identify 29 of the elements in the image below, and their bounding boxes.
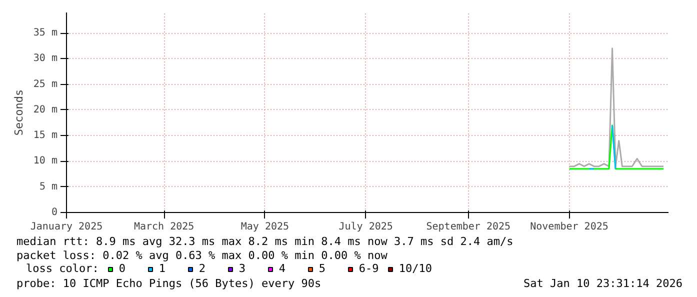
line-series xyxy=(568,48,664,168)
x-tick-label: March 2025 xyxy=(134,222,194,232)
y-tick-label: 20 m xyxy=(33,104,58,116)
y-tick-label: 30 m xyxy=(33,53,58,64)
text: packet loss: 0.02 % avg 0.63 % max 0.00 % min 0.00 % now xyxy=(16,249,388,262)
legend-label: 10/10 xyxy=(398,262,432,275)
text: probe: 10 ICMP Echo Pings (56 Bytes) every 90s xyxy=(16,277,322,290)
y-tick-label: 10 m xyxy=(33,156,58,167)
x-tick-label: September 2025 xyxy=(426,222,511,232)
y-tick-label: 0 xyxy=(51,207,58,218)
text: Sat Jan 10 23:31:14 2026 xyxy=(524,277,683,290)
y-tick-label: 5 m xyxy=(39,181,58,192)
legend-label: 2 xyxy=(198,262,206,275)
x-tick-label: November 2025 xyxy=(530,222,608,232)
y-tick-label: 15 m xyxy=(33,130,58,142)
legend-title: loss color: xyxy=(26,262,99,275)
legend-label: 5 xyxy=(318,262,326,275)
legend-label: 0 xyxy=(118,262,126,275)
legend-label: 3 xyxy=(238,262,246,275)
y-tick-label: 35 m xyxy=(33,28,58,39)
legend-label: 4 xyxy=(278,262,286,275)
x-tick-label: January 2025 xyxy=(30,222,103,232)
y-axis-title: Seconds xyxy=(12,89,26,136)
legend-label: 1 xyxy=(158,262,166,275)
x-tick-label: July 2025 xyxy=(338,222,393,232)
x-tick-label: May 2025 xyxy=(240,222,290,232)
legend-label: 6-9 xyxy=(358,262,379,275)
text: median rtt: 8.9 ms avg 32.3 ms max 8.2 ms min 8.4 ms now 3.7 ms sd 2.4 am/s xyxy=(16,235,514,248)
y-tick-label: 25 m xyxy=(33,78,58,90)
